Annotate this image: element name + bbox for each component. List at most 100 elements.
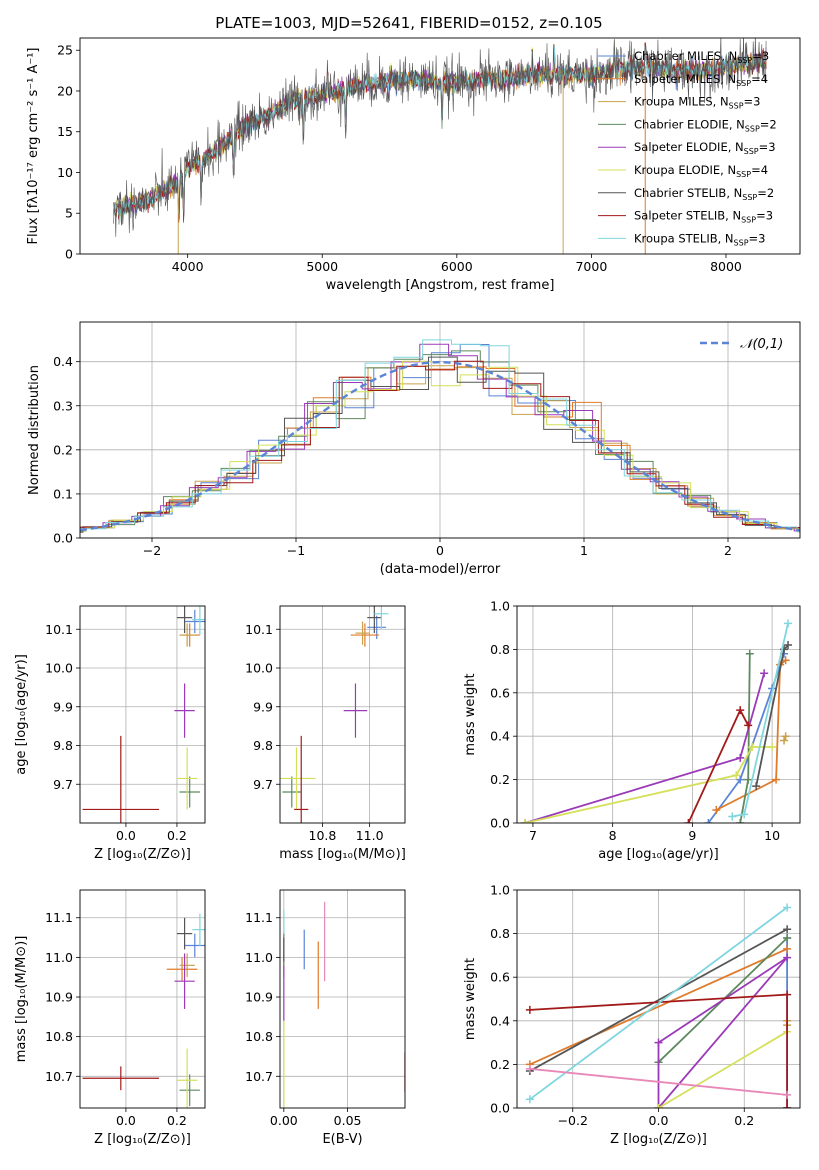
plot-area-3 [280,606,405,823]
x-tick-label: 8 [609,828,617,843]
y-tick-label: 0.8 [490,642,510,657]
y-tick-label: 0.4 [490,729,510,744]
weight-marker [752,782,761,791]
x-tick-label: 0.0 [116,828,136,843]
weight-marker [783,944,792,953]
weight-marker [525,1095,534,1104]
axes-0: 4000 5000 6000 7000 8000 0 5 10 15 20 25 wavelength… [26,37,801,293]
weight-series-9 [529,1067,788,1096]
x-tick-label: 0.2 [734,1113,754,1128]
axes-5: 0.0 0.2 10.7 10.8 10.9 11.0 11.1 Z [log₁₀(Z/Z⊙)… [14,889,206,1147]
weight-series-5 [658,1030,788,1108]
plot-area-7 [517,890,800,1108]
x-tick-label: 0.00 [270,1113,298,1128]
axes-6: 0.00 0.05 10.7 10.8 10.9 11.0 11.1 E(B-V) [245,889,406,1147]
weight-marker [736,706,745,715]
y-tick-label: 1.0 [490,599,510,614]
plot-area-0 [113,38,767,254]
x-tick-label: 0 [436,543,444,558]
weight-marker [654,1104,663,1108]
legend-label: Kroupa MILES, NSSP=3 [634,95,760,111]
x-axis-label: Z [log₁₀(Z/Z⊙)] [610,1132,707,1147]
axes-frame [516,889,801,1109]
x-tick-label: 9 [688,828,696,843]
weight-marker [783,903,792,912]
weight-series-1 [529,948,788,1066]
y-tick-label: 9.9 [53,699,73,714]
weight-marker [745,649,754,658]
legend-label: Chabrier ELODIE, NSSP=2 [634,117,777,133]
y-tick-label: 0.2 [490,772,510,787]
x-tick-label: 10 [764,828,780,843]
axes-frame [79,37,801,255]
x-tick-label: 0.2 [167,1113,187,1128]
legend-label: 𝒩(0,1) [740,337,783,352]
weight-marker [520,819,529,823]
axes-frame [79,321,801,539]
legend-label: Chabrier MILES, NSSP=3 [634,49,769,65]
axes-frame [516,605,801,824]
y-tick-label: 9.8 [53,738,73,753]
weight-marker [768,743,777,752]
legend-label: Salpeter STELIB, NSSP=3 [634,209,773,225]
weight-series-0 [707,653,785,823]
histogram-series-1 [80,366,800,533]
weight-marker [783,1104,792,1108]
weight-marker [783,925,792,934]
x-axis-label: Z [log₁₀(Z/Z⊙)] [94,1132,191,1147]
plot-area-2 [80,606,205,823]
legend-label: Kroupa ELODIE, NSSP=4 [634,163,768,179]
y-tick-label: 0.3 [53,398,73,413]
x-tick-label: −0.2 [558,1113,588,1128]
weight-marker [732,771,741,780]
weight-series-5 [524,746,773,823]
plot-area-6 [280,890,405,1108]
x-tick-label: 0.0 [116,1113,136,1128]
x-tick-label: 7 [529,828,537,843]
x-tick-label: −1 [287,543,305,558]
x-axis-label: Z [log₁₀(Z/Z⊙)] [94,847,191,862]
x-tick-label: 11.0 [356,828,384,843]
x-tick-label: 10.8 [309,828,337,843]
weight-marker [748,743,757,752]
x-axis-label: mass [log₁₀(M/M⊙)] [279,847,406,862]
y-tick-label: 0.6 [490,970,510,985]
weight-series-4 [524,673,765,823]
weight-marker [654,1038,663,1047]
y-tick-label: 0.4 [490,1013,510,1028]
histogram-series-8 [80,339,800,532]
y-tick-label: 0 [65,247,73,262]
axes-7: −0.2 0.0 0.2 0.0 0.2 0.4 0.6 0.8 1.0 Z [log₁₀(Z/Z… [463,883,801,1147]
x-tick-label: 0.2 [167,828,187,843]
axes-frame [79,889,206,1109]
chart-title: PLATE=1003, MJD=52641, FIBERID=0152, z=0… [215,14,602,32]
y-tick-label: 11.0 [245,950,273,965]
legend-label: Kroupa STELIB, NSSP=3 [634,231,765,247]
x-tick-label: 1 [580,543,588,558]
weight-marker [783,953,792,962]
weight-marker [740,810,749,819]
weight-marker [525,1064,534,1073]
y-tick-label: 0.0 [490,816,510,831]
axes-1: −2 −1 0 1 2 0.0 0.1 0.2 0.3 0.4 (data-model)/error… [27,321,801,577]
x-axis-label: age [log₁₀(age/yr)] [598,847,719,862]
y-tick-label: 9.7 [53,777,73,792]
weight-marker [772,775,781,784]
weight-marker [736,775,745,784]
y-tick-label: 1.0 [490,883,510,898]
y-tick-label: 0.4 [53,354,73,369]
histogram-series-6 [80,356,800,533]
x-tick-label: 8000 [710,259,742,274]
y-tick-label: 9.7 [253,777,273,792]
histogram-series-2 [80,365,800,533]
normal-reference-curve [80,360,800,532]
weight-marker [760,669,769,678]
y-tick-label: 10.0 [245,661,273,676]
y-tick-label: 10.8 [245,1029,273,1044]
x-tick-label: 7000 [575,259,607,274]
y-tick-label: 9.8 [253,738,273,753]
y-tick-label: 11.1 [45,910,73,925]
x-tick-label: 6000 [441,259,473,274]
